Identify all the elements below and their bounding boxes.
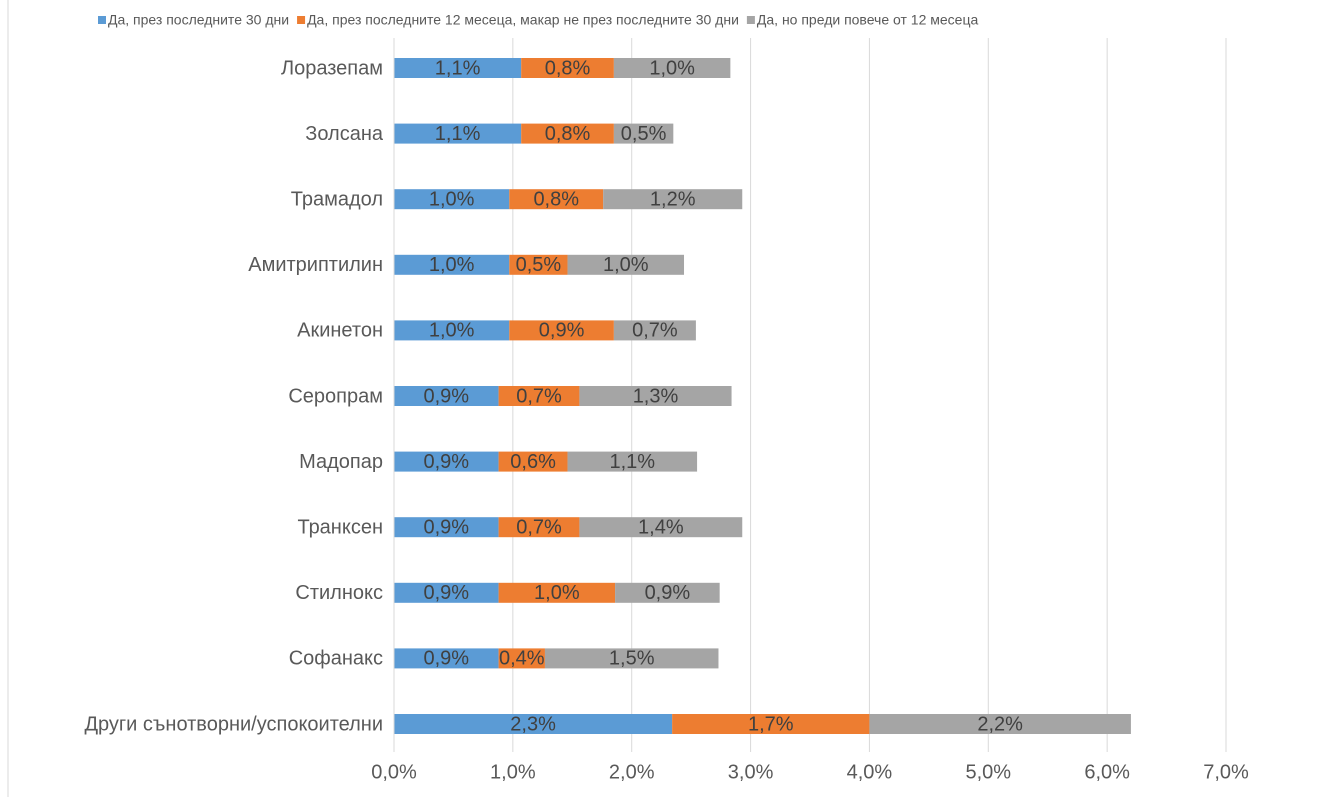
y-tick-label: Трамадол — [291, 188, 383, 210]
data-label: 0,5% — [621, 123, 667, 145]
data-label: 0,9% — [424, 451, 470, 473]
y-tick-label: Транксен — [297, 516, 383, 538]
legend-label: Да, през последните 12 месеца, макар не … — [307, 12, 739, 28]
data-label: 1,1% — [435, 123, 481, 145]
y-tick-label: Софанакс — [289, 648, 383, 670]
bar-segment — [613, 320, 696, 341]
data-label: 0,7% — [632, 320, 678, 342]
data-label: 0,7% — [516, 516, 562, 538]
data-label: 0,8% — [545, 123, 591, 145]
y-tick-label: Золсана — [305, 123, 384, 145]
data-label: 0,7% — [516, 385, 562, 407]
bar-segment — [509, 189, 604, 210]
data-label: 0,9% — [539, 320, 585, 342]
data-label: 2,3% — [510, 713, 556, 735]
x-tick-label: 7,0% — [1203, 761, 1249, 783]
y-tick-label: Амитриптилин — [248, 254, 383, 276]
bar-segment — [394, 386, 499, 406]
bar-segment — [579, 517, 743, 538]
data-label: 1,0% — [534, 582, 580, 604]
bar-segment — [603, 189, 743, 210]
bar-segment — [498, 386, 580, 406]
y-tick-label: Акинетон — [297, 320, 383, 342]
bar-segment — [613, 123, 674, 144]
data-label: 0,9% — [424, 516, 470, 538]
data-label: 0,9% — [645, 582, 691, 604]
data-label: 1,1% — [435, 57, 481, 79]
bar-segment — [613, 58, 731, 78]
x-tick-label: 0,0% — [371, 761, 417, 783]
bar-segment — [498, 648, 545, 669]
bar-segment — [567, 451, 698, 472]
y-tick-label: Серопрам — [288, 385, 383, 407]
data-label: 0,6% — [510, 451, 556, 473]
bar-segment — [672, 714, 870, 734]
data-label: 1,7% — [748, 713, 794, 735]
data-label: 1,1% — [610, 451, 656, 473]
x-tick-label: 2,0% — [609, 761, 655, 783]
bar-segment — [567, 254, 685, 275]
y-tick-label: Други сънотворни/успокоителни — [84, 713, 383, 735]
legend-label: Да, но преди повече от 12 месеца — [757, 12, 979, 28]
data-label: 1,2% — [650, 188, 696, 210]
bar-segment — [509, 254, 568, 275]
bar-segment — [521, 58, 614, 78]
y-tick-label: Стилнокс — [295, 582, 383, 604]
bar-segment — [394, 58, 522, 78]
data-label: 0,5% — [516, 254, 562, 276]
data-label: 1,0% — [429, 320, 475, 342]
x-tick-label: 3,0% — [728, 761, 774, 783]
bar-segment — [394, 648, 499, 669]
bar-segment — [579, 386, 732, 406]
x-tick-label: 1,0% — [490, 761, 536, 783]
data-label: 1,0% — [649, 57, 695, 79]
data-label: 1,0% — [429, 188, 475, 210]
x-tick-label: 4,0% — [847, 761, 893, 783]
bar-segment — [394, 582, 499, 603]
legend-label: Да, през последните 30 дни — [108, 12, 289, 28]
y-tick-label: Мадопар — [299, 451, 383, 473]
data-label: 1,5% — [609, 648, 655, 670]
data-label: 1,0% — [429, 254, 475, 276]
data-label: 1,3% — [633, 385, 679, 407]
bar-segment — [498, 582, 616, 603]
bar-segment — [498, 451, 568, 472]
bar-segment — [498, 517, 580, 538]
legend-swatch — [98, 16, 106, 24]
data-label: 0,9% — [424, 582, 470, 604]
data-label: 0,9% — [424, 385, 470, 407]
bar-segment — [521, 123, 614, 144]
bar-segment — [394, 189, 510, 210]
bar-segment — [394, 320, 510, 341]
bar-segment — [394, 123, 522, 144]
data-label: 2,2% — [977, 713, 1023, 735]
bar-segment — [394, 517, 499, 538]
bar-segment — [544, 648, 719, 669]
data-label: 1,0% — [603, 254, 649, 276]
bar-segment — [869, 714, 1131, 734]
x-tick-label: 5,0% — [965, 761, 1011, 783]
legend-swatch — [297, 16, 306, 24]
data-label: 0,9% — [424, 648, 470, 670]
bar-segment — [394, 254, 510, 275]
data-label: 0,8% — [533, 188, 579, 210]
bar-segment — [509, 320, 614, 341]
x-tick-label: 6,0% — [1084, 761, 1130, 783]
y-tick-label: Лоразепам — [281, 57, 383, 79]
bar-segment — [394, 451, 499, 472]
data-label: 0,4% — [499, 648, 545, 670]
data-label: 0,8% — [545, 57, 591, 79]
bar-segment — [615, 582, 720, 603]
legend-swatch — [746, 16, 755, 24]
data-label: 1,4% — [638, 516, 684, 538]
bar-segment — [394, 714, 673, 734]
